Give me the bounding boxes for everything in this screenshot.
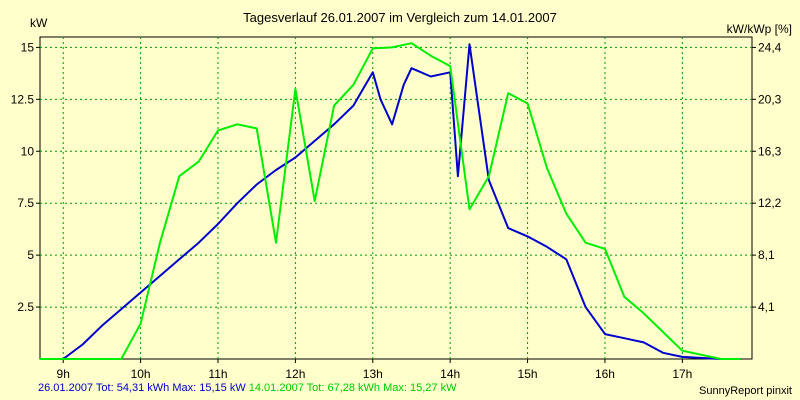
legend-series-1: 26.01.2007 Tot: 54,31 kWh Max: 15,15 kW <box>38 382 246 394</box>
x-tick-layer: 9h 10h 11h 12h 13h 14h 15h 16h 17h <box>57 359 692 381</box>
y2-tick-label: 4,1 <box>758 300 775 314</box>
x-tick-label: 9h <box>57 367 70 381</box>
y-axis-label-left: kW <box>30 16 48 30</box>
y2-tick-label: 12,2 <box>758 196 782 210</box>
x-tick-label: 17h <box>672 367 692 381</box>
y-tick-label: 7.5 <box>17 196 34 210</box>
y-tick-label: 15 <box>21 40 35 54</box>
x-tick-label: 10h <box>131 367 151 381</box>
series-layer <box>40 42 741 360</box>
grid-layer <box>40 37 752 359</box>
x-tick-label: 13h <box>363 367 383 381</box>
x-tick-label: 15h <box>518 367 538 381</box>
y-tick-label: 12.5 <box>11 92 35 106</box>
y2-tick-label: 8,1 <box>758 248 775 262</box>
y-axis-label-right: kW/kWp [%] <box>726 22 792 36</box>
credit-text: SunnyReport pinxit <box>699 385 792 397</box>
y-tick-label: 10 <box>21 144 35 158</box>
legend: 26.01.2007 Tot: 54,31 kWh Max: 15,15 kW … <box>38 382 456 394</box>
y2-tick-layer: 24,4 20,3 16,3 12,2 8,1 4,1 <box>752 40 782 314</box>
y2-tick-label: 20,3 <box>758 92 782 106</box>
y2-tick-label: 24,4 <box>758 40 782 54</box>
y-tick-layer: 15 12.5 10 7.5 5 2.5 <box>11 40 40 314</box>
chart-title: Tagesverlauf 26.01.2007 im Vergleich zum… <box>243 10 557 25</box>
x-tick-label: 16h <box>595 367 615 381</box>
plot-frame <box>39 36 753 360</box>
y-tick-label: 2.5 <box>17 300 34 314</box>
x-tick-label: 12h <box>285 367 305 381</box>
y-tick-label: 5 <box>27 248 34 262</box>
x-tick-label: 11h <box>208 367 227 381</box>
legend-series-2: 14.01.2007 Tot: 67,28 kWh Max: 15,27 kW <box>248 382 457 394</box>
x-tick-label: 14h <box>440 367 460 381</box>
series-line-1 <box>40 43 741 360</box>
y2-tick-label: 16,3 <box>758 144 782 158</box>
series-line-2 <box>40 42 741 360</box>
